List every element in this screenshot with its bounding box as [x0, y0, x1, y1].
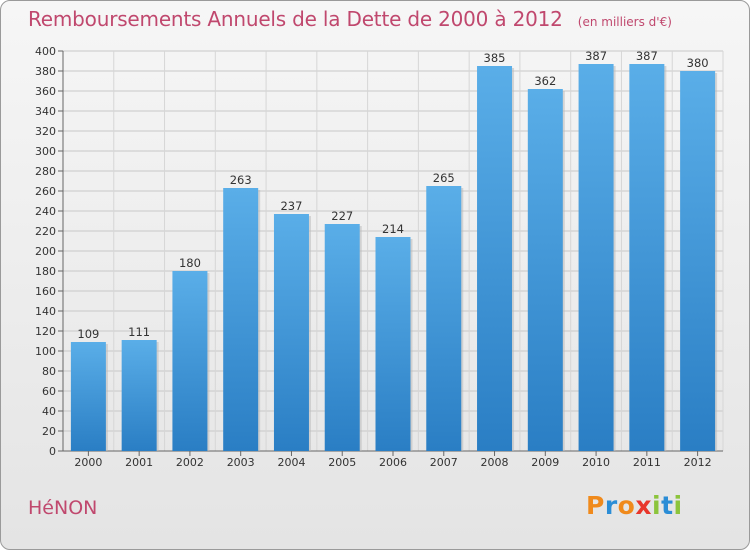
y-tick-label: 380: [35, 65, 56, 78]
y-tick-label: 160: [35, 285, 56, 298]
y-tick-label: 20: [42, 425, 56, 438]
bar: [70, 342, 106, 451]
bars: [70, 64, 718, 451]
data-label: 387: [636, 49, 658, 63]
proxiti-logo[interactable]: Proxiti: [586, 491, 683, 520]
x-tick-label: 2008: [481, 456, 509, 469]
logo-letter: P: [586, 491, 605, 520]
bar: [477, 66, 513, 451]
bar: [375, 237, 411, 451]
data-label: 362: [534, 74, 556, 88]
data-label: 214: [382, 222, 404, 236]
logo-letter: t: [661, 491, 674, 520]
y-tick-label: 80: [42, 365, 56, 378]
y-tick-label: 180: [35, 265, 56, 278]
bar: [578, 64, 614, 451]
x-tick-label: 2000: [74, 456, 102, 469]
y-tick-label: 240: [35, 205, 56, 218]
bar: [426, 186, 462, 451]
bar: [121, 340, 157, 451]
x-tick-label: 2009: [531, 456, 559, 469]
data-label: 265: [433, 171, 455, 185]
x-tick-label: 2006: [379, 456, 407, 469]
logo-letter: i: [673, 491, 683, 520]
x-tick-label: 2004: [277, 456, 305, 469]
y-tick-label: 320: [35, 125, 56, 138]
y-tick-label: 120: [35, 325, 56, 338]
data-label: 111: [128, 325, 150, 339]
title-row: Remboursements Annuels de la Dette de 20…: [28, 7, 672, 31]
y-tick-label: 280: [35, 165, 56, 178]
y-tick-label: 360: [35, 85, 56, 98]
y-tick-label: 260: [35, 185, 56, 198]
x-tick-label: 2011: [633, 456, 661, 469]
data-label: 263: [230, 173, 252, 187]
y-tick-label: 0: [49, 445, 56, 458]
logo-letter: i: [652, 491, 662, 520]
bar: [172, 271, 208, 451]
x-tick-label: 2003: [227, 456, 255, 469]
town-name: HéNON: [28, 497, 98, 519]
chart-subtitle: (en milliers d'€): [577, 15, 672, 29]
bar: [324, 224, 360, 451]
data-label: 180: [179, 256, 201, 270]
y-tick-label: 340: [35, 105, 56, 118]
data-label: 109: [77, 327, 99, 341]
data-label: 387: [585, 49, 607, 63]
bar: [629, 64, 665, 451]
logo-letter: r: [604, 491, 618, 520]
y-tick-label: 60: [42, 385, 56, 398]
x-tick-label: 2001: [125, 456, 153, 469]
y-tick-label: 40: [42, 405, 56, 418]
data-label: 380: [687, 56, 709, 70]
x-tick-label: 2007: [430, 456, 458, 469]
x-tick-label: 2002: [176, 456, 204, 469]
x-tick-label: 2010: [582, 456, 610, 469]
x-tick-label: 2012: [684, 456, 712, 469]
data-label: 385: [484, 51, 506, 65]
data-label: 227: [331, 209, 353, 223]
chart-title: Remboursements Annuels de la Dette de 20…: [28, 7, 563, 31]
y-tick-label: 300: [35, 145, 56, 158]
x-tick-label: 2005: [328, 456, 356, 469]
logo-letter: x: [635, 491, 652, 520]
data-label: 237: [280, 199, 302, 213]
bar: [273, 214, 309, 451]
bar: [223, 188, 259, 451]
y-tick-label: 140: [35, 305, 56, 318]
y-tick-label: 100: [35, 345, 56, 358]
bar: [527, 89, 563, 451]
labels: 2000 109 2001 111 2002 180 2003 263 2004 237 2005 2…: [74, 49, 711, 469]
y-tick-label: 200: [35, 245, 56, 258]
y-tick-label: 220: [35, 225, 56, 238]
y-tick-label: 400: [35, 45, 56, 58]
bar: [680, 71, 716, 451]
logo-letter: o: [617, 491, 636, 520]
